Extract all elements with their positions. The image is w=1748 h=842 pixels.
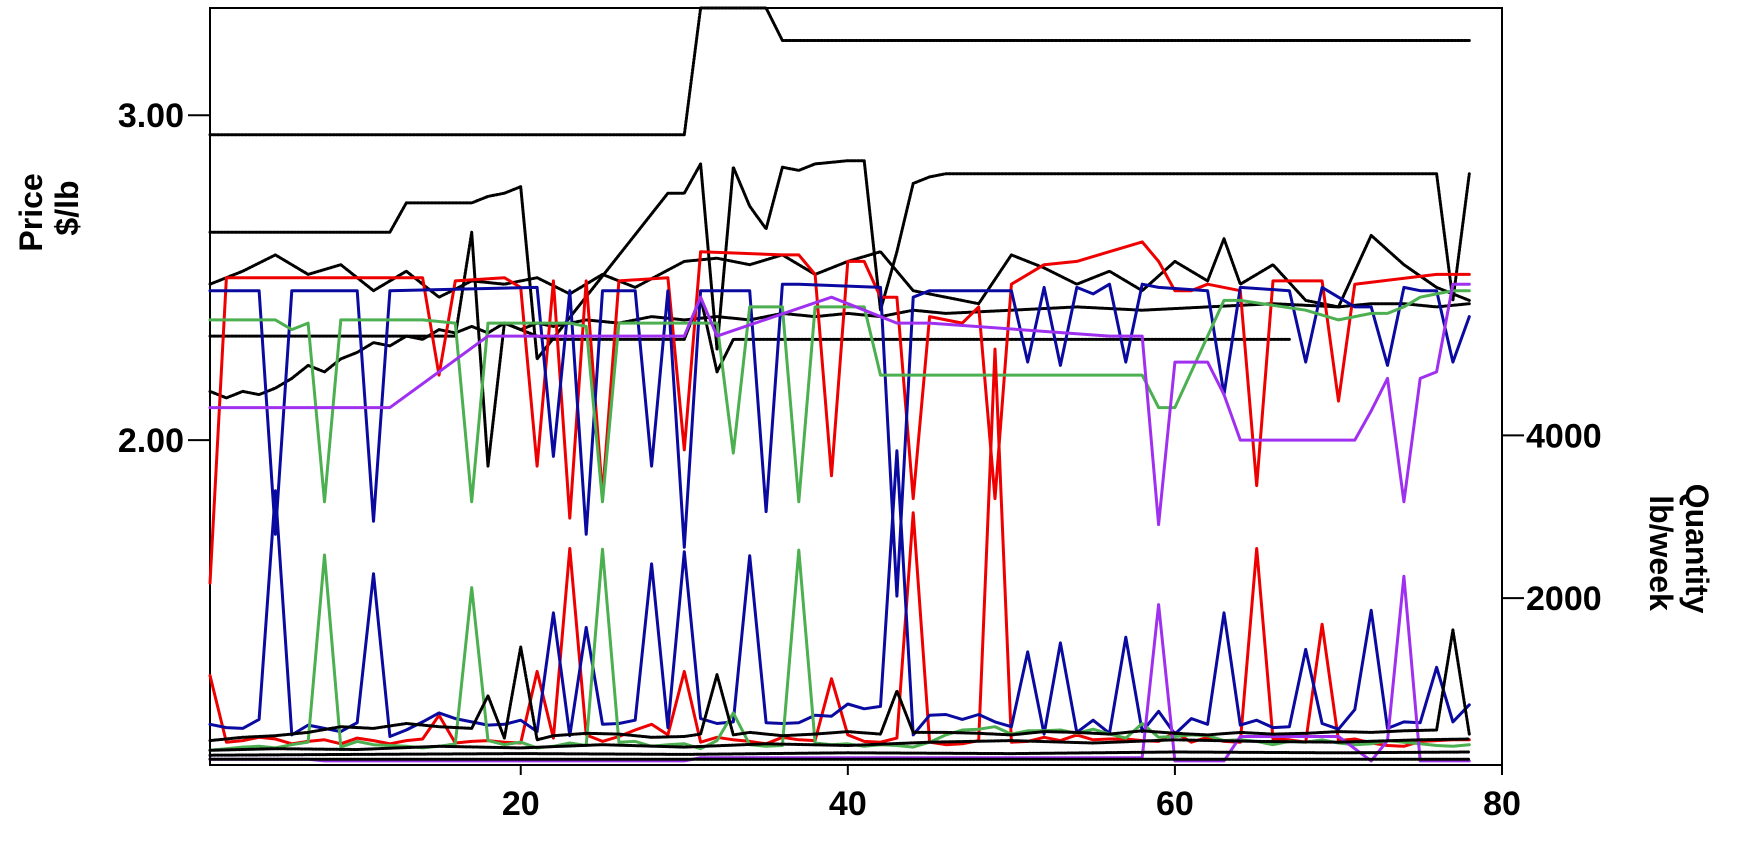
plot-frame	[209, 7, 1503, 766]
y-left-tick-label-3.00: 3.00	[118, 97, 184, 135]
series-line-10	[208, 347, 1471, 748]
y-right-tick-label-4000: 4000	[1526, 417, 1602, 455]
x-tick-label-40: 40	[829, 785, 867, 823]
series-line-2	[208, 159, 1471, 361]
y-left-title: Price $/lb	[13, 164, 85, 251]
x-tick-label-60: 60	[1156, 785, 1194, 823]
series-line-9	[208, 282, 1471, 527]
series-line-11	[208, 449, 1471, 738]
x-tick-label-80: 80	[1483, 785, 1521, 823]
series-line-12	[208, 547, 1471, 752]
y-right-title: Quantity lb/week	[1643, 484, 1715, 623]
series-line-15	[208, 737, 1471, 752]
series-line-5	[208, 230, 1291, 468]
y-left-title-line-1: Price	[13, 173, 49, 251]
series-line-3	[208, 233, 1471, 309]
y-left-title-line-2: $/lb	[49, 180, 85, 235]
axis-layer: 20 40 60 80 2.00 3.00 2000 4000	[118, 97, 1602, 823]
x-tick-label-20: 20	[502, 785, 540, 823]
series-line-6	[208, 240, 1471, 585]
series-line-8	[208, 289, 1471, 504]
y-right-title-line-2: lb/week	[1643, 495, 1679, 611]
series-line-16	[208, 750, 1471, 757]
series-layer	[208, 6, 1471, 763]
y-right-title-line-1: Quantity	[1679, 484, 1715, 614]
series-line-14	[208, 628, 1471, 743]
y-left-tick-label-2.00: 2.00	[118, 422, 184, 460]
y-right-tick-label-2000: 2000	[1526, 580, 1602, 618]
series-line-1	[208, 6, 1471, 137]
